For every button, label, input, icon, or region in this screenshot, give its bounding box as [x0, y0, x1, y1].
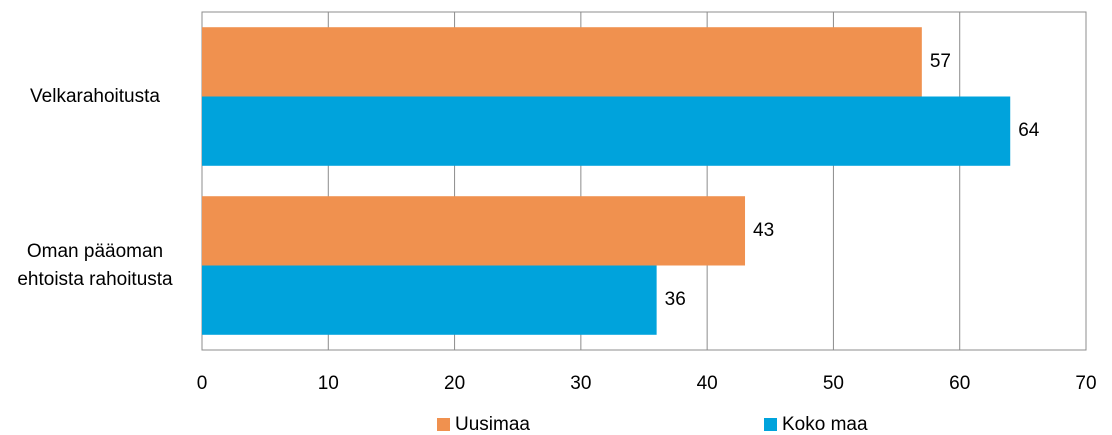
x-tick-label: 50: [823, 373, 844, 394]
y-tick-label: Oman pääoman ehtoista rahoitusta: [17, 240, 173, 290]
x-tick-label: 0: [197, 373, 208, 394]
data-label: 36: [665, 289, 686, 310]
bar: [202, 265, 657, 335]
data-label: 43: [753, 220, 774, 241]
legend-swatch: [764, 418, 777, 431]
bar: [202, 196, 746, 266]
x-tick-label: 70: [1075, 373, 1096, 394]
legend-label: Koko maa: [782, 414, 868, 435]
legend-swatch: [437, 418, 450, 431]
plot-border: [201, 11, 1087, 351]
y-tick-label: Velkarahoitusta: [30, 85, 160, 107]
x-tick-label: 10: [318, 373, 339, 394]
legend-label: Uusimaa: [455, 414, 530, 435]
data-label: 57: [930, 51, 951, 72]
x-tick-label: 30: [570, 373, 591, 394]
data-label: 64: [1018, 120, 1040, 141]
bar: [202, 96, 1011, 166]
x-tick-label: 60: [949, 373, 970, 394]
x-tick-label: 20: [444, 373, 465, 394]
bar: [202, 27, 922, 97]
x-tick-label: 40: [697, 373, 718, 394]
